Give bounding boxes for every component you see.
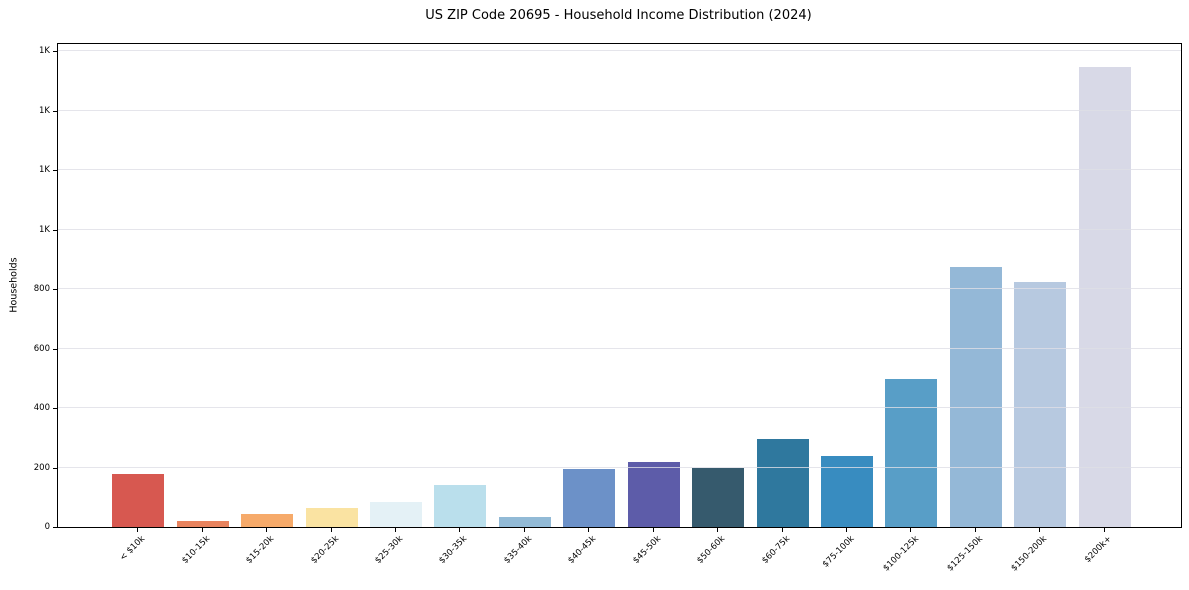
bar-< $10k [112, 473, 165, 527]
xtick-label: $125-150k [945, 534, 985, 574]
bar-slot [944, 44, 1008, 527]
xtick-label: $150-200k [1009, 534, 1050, 574]
xtick-mark [781, 528, 783, 532]
xtick-label: $75-100k [820, 534, 857, 570]
xtick-label: $40-45k [566, 534, 599, 566]
xtick-mark [266, 528, 268, 532]
xtick-mark [910, 528, 912, 532]
bar-$20-25k [305, 507, 358, 527]
bar-slot [1008, 44, 1072, 527]
bar-$40-45k [563, 469, 616, 527]
bar-slot [428, 44, 492, 527]
xtick-mark [717, 528, 719, 532]
xtick-mark [974, 528, 976, 532]
xtick-label: $20-25k [308, 534, 341, 566]
xtick-mark [137, 528, 139, 532]
xtick-mark [394, 528, 396, 532]
xtick-mark [201, 528, 203, 532]
xtick-label: $45-50k [630, 534, 663, 566]
xtick-label: $35-40k [502, 534, 534, 566]
bar-$150-200k [1014, 282, 1067, 527]
ytick-mark [53, 229, 57, 231]
bar-slot [879, 44, 943, 527]
bar-slot [170, 44, 234, 527]
bar-$75-100k [821, 455, 874, 527]
bar-$10-15k [176, 521, 229, 527]
ytick-label: 1K [39, 46, 50, 57]
bar-slot [299, 44, 363, 527]
bar-slot [750, 44, 814, 527]
xtick-label: $25-30k [373, 534, 406, 566]
xtick-label: $10-15k [179, 534, 212, 566]
ytick-mark [53, 348, 57, 350]
xtick-label: $200k+ [1082, 534, 1114, 565]
ytick-label: 0 [44, 522, 50, 532]
ytick-label: 400 [33, 403, 50, 413]
xtick-mark [846, 528, 848, 532]
xtick-label: $100-125k [881, 534, 921, 574]
ytick-mark [53, 527, 57, 528]
bar-slot [235, 44, 299, 527]
xtick-mark [1103, 528, 1105, 532]
xtick-mark [523, 528, 525, 532]
bars-container [58, 44, 1181, 527]
ytick-label: 1K [39, 105, 50, 116]
bar-slot [364, 44, 428, 527]
bar-$50-60k [692, 467, 745, 527]
bar-slot [815, 44, 879, 527]
ytick-mark [53, 467, 57, 469]
bar-slot [622, 44, 686, 527]
bar-slot [493, 44, 557, 527]
ytick-mark [53, 289, 57, 291]
ytick-mark [53, 408, 57, 409]
ytick-label: 800 [33, 284, 50, 295]
ytick-label: 1K [39, 165, 50, 176]
bar-$125-150k [949, 267, 1002, 527]
bar-slot [686, 44, 750, 527]
bar-$15-20k [241, 513, 294, 527]
xtick-mark [459, 528, 461, 532]
xtick-mark [1039, 528, 1041, 532]
xtick-label: < $10k [118, 534, 148, 563]
xtick-mark [588, 528, 590, 532]
ytick-label: 1K [39, 224, 50, 235]
plot-area [57, 43, 1182, 528]
ytick-label: 600 [33, 343, 50, 354]
bar-slot [1073, 44, 1137, 527]
xtick-label: $30-35k [437, 534, 470, 566]
ytick-mark [53, 110, 57, 112]
bar-$45-50k [627, 461, 680, 527]
bar-$60-75k [756, 439, 809, 527]
chart-title: US ZIP Code 20695 - Household Income Dis… [425, 8, 812, 23]
bar-slot [106, 44, 170, 527]
bar-slot [557, 44, 621, 527]
bar-$25-30k [369, 501, 422, 527]
bar-$30-35k [434, 485, 487, 527]
bar-$100-125k [885, 378, 938, 527]
bar-$200k+ [1078, 66, 1131, 527]
xtick-mark [330, 528, 332, 532]
ytick-mark [53, 51, 57, 53]
ytick-label: 200 [33, 462, 50, 473]
bar-$35-40k [498, 516, 551, 527]
xtick-label: $15-20k [244, 534, 277, 566]
xtick-mark [652, 528, 654, 532]
ytick-mark [53, 170, 57, 172]
xtick-label: $50-60k [695, 534, 728, 566]
xtick-label: $60-75k [759, 534, 792, 566]
